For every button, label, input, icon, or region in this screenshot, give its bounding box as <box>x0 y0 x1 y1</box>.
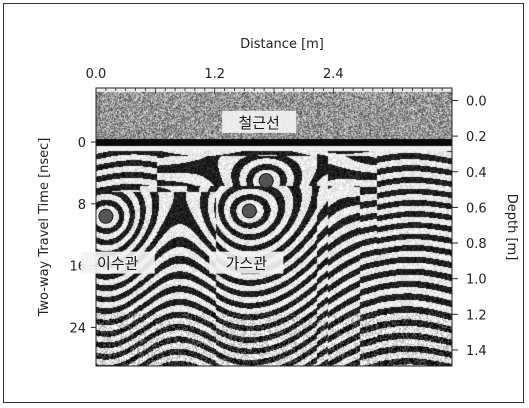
annotation-box-0 <box>222 110 297 133</box>
right-tick-label-7: 1.4 <box>466 344 487 359</box>
target-marker-1 <box>241 203 257 219</box>
right-axis-title: Depth [m] <box>504 194 519 261</box>
annotation-label-1: 이수관 <box>97 255 139 273</box>
top-tick-label-0: 0.0 <box>86 67 107 82</box>
annotation-box-2 <box>209 251 284 274</box>
left-tick-label-1: 8 <box>78 198 86 213</box>
right-tick-label-5: 1.0 <box>466 273 487 288</box>
right-tick-label-4: 0.8 <box>466 237 487 252</box>
annotation-label-2: 가스관 <box>226 255 268 273</box>
top-tick-label-1: 1.2 <box>204 67 225 82</box>
left-tick-label-0: 0 <box>78 136 86 151</box>
figure-frame: Distance [m] 0.0 1.2 2.4 0 8 16 24 Two-way Trave… <box>3 3 524 403</box>
top-axis-title: Distance [m] <box>240 37 324 52</box>
left-tick-label-3: 24 <box>69 321 86 336</box>
right-tick-label-1: 0.2 <box>466 130 487 145</box>
target-marker-0 <box>258 173 274 189</box>
right-tick-label-6: 1.2 <box>466 308 487 323</box>
target-marker-2 <box>98 208 114 224</box>
left-axis-title: Two-way Travel Time [nsec] <box>37 138 52 318</box>
right-tick-label-3: 0.6 <box>466 201 487 216</box>
top-tick-label-2: 2.4 <box>323 67 344 82</box>
annotation-label-0: 철근선 <box>238 114 279 132</box>
right-tick-label-2: 0.4 <box>466 166 487 181</box>
radargram-image <box>96 88 452 366</box>
annotation-box-1 <box>80 251 155 274</box>
right-tick-label-0: 0.0 <box>466 94 487 109</box>
